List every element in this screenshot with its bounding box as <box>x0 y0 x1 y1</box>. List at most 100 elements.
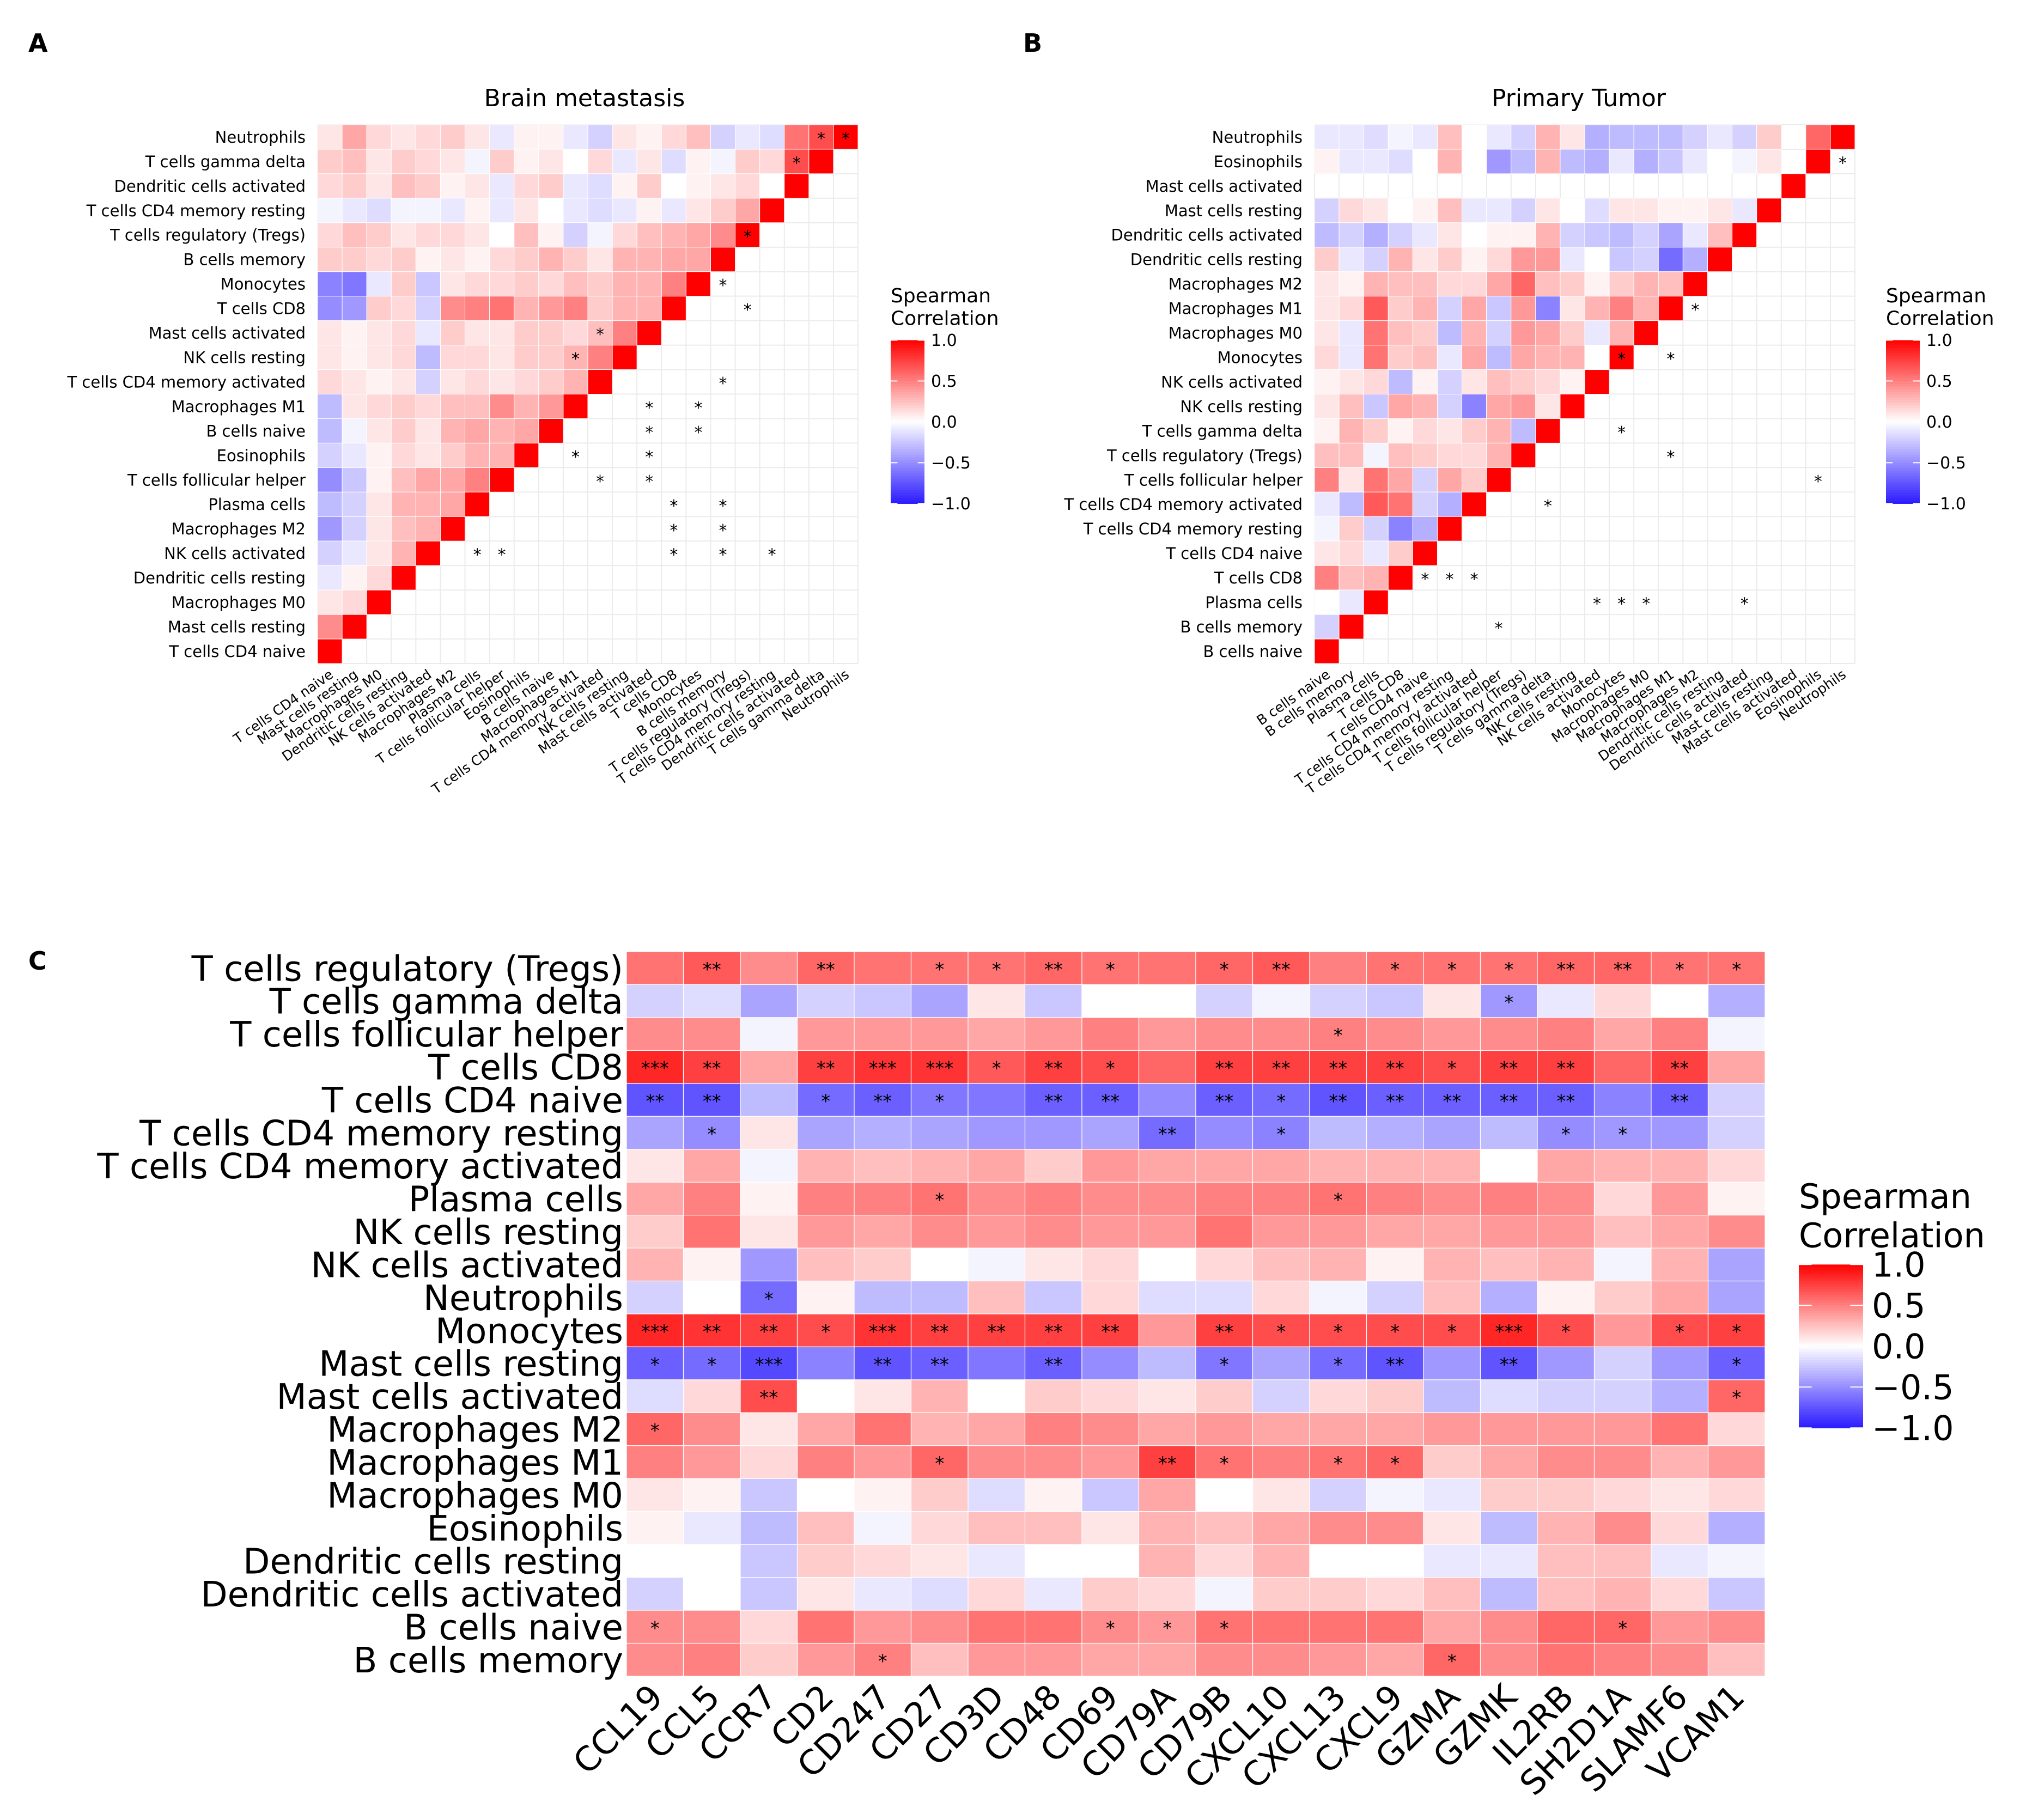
heatmap-cell <box>910 1544 969 1578</box>
heatmap-cell <box>1537 1346 1595 1380</box>
heatmap-cell <box>1437 369 1463 395</box>
heatmap-cell <box>1024 1313 1082 1348</box>
heatmap-cell <box>1462 222 1487 248</box>
significance-mark: ** <box>1670 1058 1689 1080</box>
legend-colorbar-segment <box>891 386 924 389</box>
heatmap-cell <box>1138 951 1196 985</box>
significance-mark: ** <box>1215 1091 1233 1112</box>
heatmap-cell <box>1195 1149 1254 1183</box>
heatmap-cell <box>710 173 736 199</box>
heatmap-cell <box>796 1642 855 1677</box>
heatmap-cell <box>1480 1017 1538 1051</box>
y-tick-label: NK cells activated <box>1161 373 1303 391</box>
significance-mark: * <box>1732 1387 1741 1409</box>
heatmap-cell <box>342 516 367 541</box>
significance-mark: * <box>1617 350 1626 369</box>
heatmap-cell <box>342 442 367 468</box>
heatmap-cell <box>514 320 539 346</box>
heatmap-cell <box>796 1610 855 1644</box>
legend-colorbar-segment <box>891 452 924 455</box>
legend-colorbar-segment <box>1799 1360 1863 1363</box>
heatmap-cell <box>740 1215 798 1249</box>
heatmap-cell <box>808 149 834 174</box>
heatmap-cell <box>910 1577 969 1611</box>
significance-mark: *** <box>641 1321 669 1343</box>
heatmap-cell <box>1338 369 1364 395</box>
heatmap-cell <box>1024 1412 1082 1446</box>
heatmap-cell <box>489 345 515 370</box>
heatmap-cell <box>1363 394 1389 419</box>
y-tick-label: Macrophages M1 <box>172 397 306 416</box>
heatmap-cell <box>1081 984 1140 1018</box>
heatmap-cell <box>1388 320 1413 346</box>
heatmap-cell <box>740 1445 798 1479</box>
heatmap-cell <box>342 320 367 346</box>
heatmap-cell <box>587 149 613 174</box>
heatmap-cell <box>1584 369 1610 395</box>
heatmap-cell <box>626 1610 684 1644</box>
heatmap-cell <box>636 149 662 174</box>
heatmap-cell <box>1537 984 1595 1018</box>
heatmap-cell <box>1024 1050 1082 1084</box>
legend-colorbar-segment <box>1886 460 1920 463</box>
significance-mark: * <box>670 546 678 565</box>
heatmap-cell <box>1195 1247 1254 1282</box>
heatmap-cell <box>1138 1478 1196 1512</box>
heatmap-cell <box>1633 149 1659 174</box>
legend-colorbar-segment <box>1886 443 1920 447</box>
heatmap-cell <box>1423 1215 1481 1249</box>
significance-mark: * <box>1220 1617 1229 1639</box>
heatmap-cell <box>587 247 613 272</box>
heatmap-cell <box>1314 442 1340 468</box>
legend-colorbar-segment <box>891 449 924 452</box>
heatmap-cell <box>1437 271 1463 297</box>
heatmap-cell <box>968 1577 1026 1611</box>
heatmap-cell <box>1560 320 1585 346</box>
heatmap-cell <box>626 1379 684 1413</box>
heatmap-cell <box>489 124 515 150</box>
significance-mark: * <box>719 276 727 295</box>
heatmap-cell <box>1309 1215 1367 1249</box>
legend-colorbar-segment <box>1799 1384 1863 1387</box>
heatmap-cell <box>1462 491 1487 517</box>
significance-mark: ** <box>1158 1124 1177 1146</box>
heatmap-cell <box>1593 1577 1652 1611</box>
heatmap-cell <box>626 1083 684 1117</box>
heatmap-cell <box>1252 1149 1310 1183</box>
heatmap-cell <box>342 271 367 297</box>
significance-mark: ** <box>1101 1321 1119 1343</box>
y-tick-label: Eosinophils <box>427 1509 623 1549</box>
heatmap-cell <box>1366 1280 1424 1314</box>
heatmap-cell <box>685 198 711 223</box>
heatmap-cell <box>489 222 515 248</box>
heatmap-cell <box>1707 1544 1766 1578</box>
significance-mark: * <box>650 1420 660 1442</box>
heatmap-cell <box>1707 1182 1766 1216</box>
heatmap-cell <box>1314 124 1340 150</box>
heatmap-cell <box>1805 149 1831 174</box>
heatmap-cell <box>636 271 662 297</box>
legend-colorbar-segment <box>1886 408 1920 411</box>
heatmap-cell <box>710 222 736 248</box>
legend-colorbar-segment <box>1886 356 1920 360</box>
heatmap-cell <box>415 442 441 468</box>
y-tick-label: Dendritic cells activated <box>114 177 306 196</box>
heatmap-cell <box>1363 442 1389 468</box>
heatmap-cell <box>1309 1577 1367 1611</box>
heatmap-cell <box>910 1642 969 1677</box>
heatmap-cell <box>1366 1577 1424 1611</box>
heatmap-cell <box>854 1642 912 1677</box>
heatmap-cell <box>1314 271 1340 297</box>
heatmap-cell <box>1480 1445 1538 1479</box>
heatmap-cell <box>636 296 662 321</box>
heatmap-cell <box>1309 1149 1367 1183</box>
legend-colorbar-segment <box>1799 1398 1863 1401</box>
heatmap-cell <box>415 247 441 272</box>
chart-b-title: Primary Tumor <box>1492 84 1666 112</box>
heatmap-cell <box>626 1544 684 1578</box>
heatmap-cell <box>683 1445 741 1479</box>
heatmap-cell <box>1593 1215 1652 1249</box>
legend-title: Spearman <box>891 285 991 307</box>
significance-mark: * <box>1334 1025 1343 1046</box>
heatmap-cell <box>1423 1280 1481 1314</box>
